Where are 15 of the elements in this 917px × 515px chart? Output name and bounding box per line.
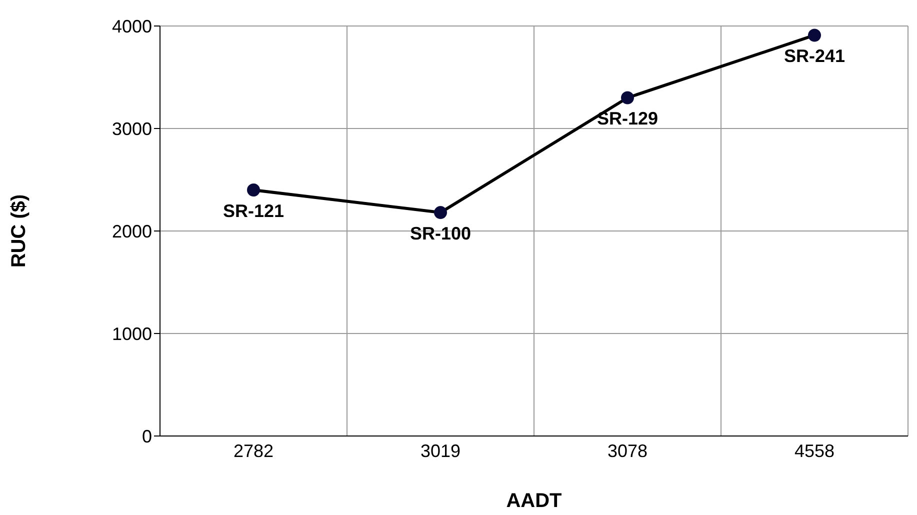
y-tick-label: 1000: [112, 324, 152, 344]
y-axis-title: RUC ($): [8, 194, 30, 268]
annotation: SR-129: [596, 108, 658, 129]
x-tick-label: 3078: [607, 440, 648, 461]
x-tick-label: 2782: [233, 440, 274, 461]
annotation: SR-121: [222, 200, 284, 221]
y-tick-label: 0: [142, 426, 152, 446]
annotation: SR-241: [784, 46, 846, 66]
annotation: SR-100: [410, 223, 472, 244]
x-axis-title: AADT: [506, 490, 562, 512]
y-tick-label: 4000: [112, 16, 152, 36]
x-tick-label: 3019: [420, 440, 461, 461]
y-tick-label: 3000: [112, 118, 152, 139]
y-tick-label: 2000: [112, 221, 152, 242]
x-tick-label: 4558: [794, 440, 835, 461]
